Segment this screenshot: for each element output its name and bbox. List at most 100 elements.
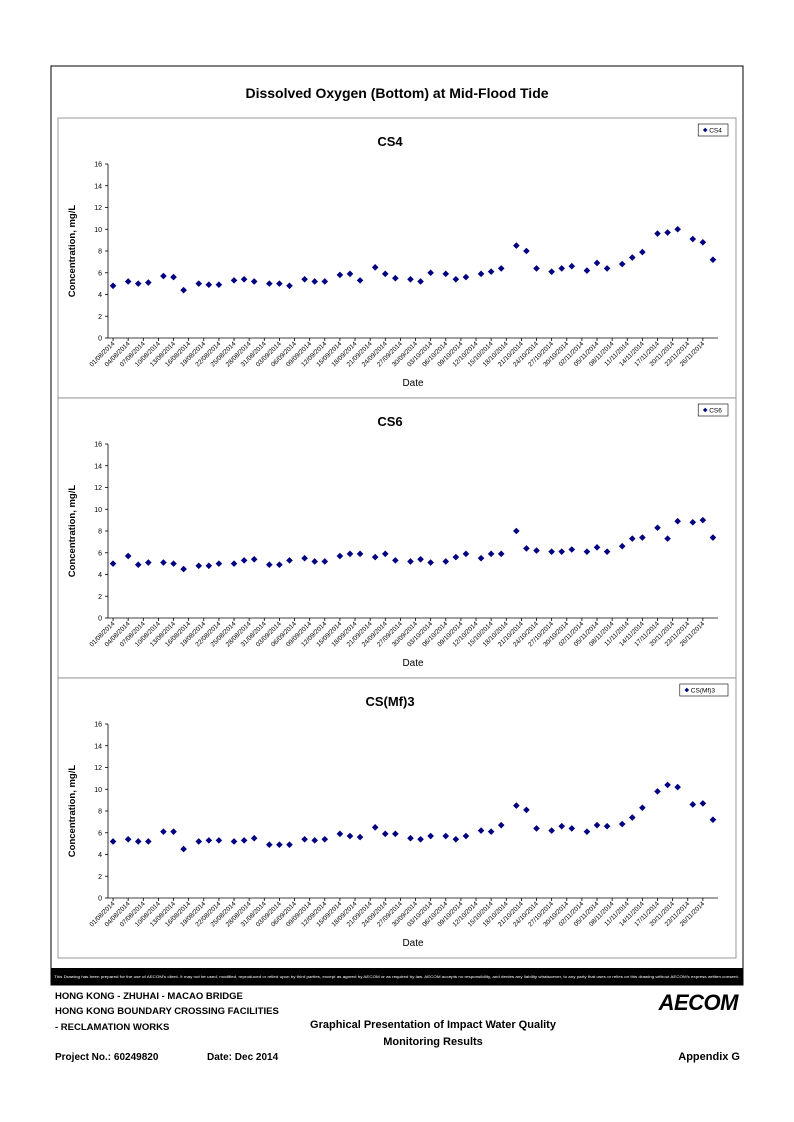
legend-box [697, 123, 729, 137]
data-point [392, 830, 399, 838]
data-point [674, 517, 681, 525]
chart: CS4024681012141601/08/201404/08/201407/0… [57, 117, 737, 399]
data-point [639, 804, 646, 812]
y-tick-label: 10 [94, 787, 102, 794]
chart-panel [57, 117, 737, 399]
data-point [477, 827, 485, 834]
y-tick-label: 10 [94, 507, 102, 514]
appendix: Appendix G [678, 1051, 740, 1063]
data-point [170, 273, 177, 281]
data-point [664, 535, 671, 542]
x-axis-label: Date [402, 378, 424, 389]
data-point [689, 519, 697, 526]
data-point [548, 268, 555, 275]
legend-box [697, 403, 729, 417]
data-point [487, 268, 495, 275]
data-point [593, 821, 601, 829]
y-tick-label: 14 [94, 463, 102, 470]
data-point [462, 832, 470, 840]
data-point [180, 845, 187, 853]
data-point [452, 835, 460, 843]
heading-line: Graphical Presentation of Impact Water Q… [310, 1019, 557, 1031]
data-point [215, 560, 223, 567]
data-point [170, 828, 177, 835]
y-tick-label: 10 [94, 227, 102, 234]
data-point [618, 260, 626, 268]
data-point [618, 542, 626, 550]
data-point [442, 558, 450, 565]
data-point [593, 259, 601, 267]
y-axis-label: Concentration, mg/L [67, 205, 78, 298]
y-tick-label: 6 [98, 830, 102, 837]
data-point [124, 278, 132, 285]
data-point [160, 559, 167, 566]
data-point [709, 256, 717, 263]
data-point [568, 825, 576, 832]
data-point [266, 561, 273, 569]
data-point [603, 822, 611, 830]
data-point [286, 557, 293, 564]
y-axis-label: Concentration, mg/L [67, 485, 78, 578]
heading-line: Monitoring Results [383, 1036, 483, 1048]
data-point [205, 281, 213, 289]
data-point [462, 550, 470, 558]
y-tick-label: 14 [94, 743, 102, 750]
data-point [477, 554, 485, 562]
data-point [356, 833, 364, 841]
data-point [240, 837, 248, 844]
data-point [628, 814, 636, 821]
data-point [513, 527, 520, 535]
data-point [407, 834, 414, 842]
data-point [124, 835, 132, 843]
legend-label: CS(Mf)3 [691, 688, 716, 695]
date: Date: Dec 2014 [207, 1052, 279, 1063]
data-point [583, 548, 591, 555]
data-point [709, 816, 717, 823]
chart-title: CS4 [377, 134, 403, 149]
data-point [286, 841, 293, 849]
chart-title: CS6 [377, 414, 402, 429]
data-point [371, 824, 379, 831]
data-point [558, 822, 566, 830]
data-point [356, 277, 364, 284]
data-point [160, 828, 167, 835]
data-point [346, 270, 354, 278]
project-line: HONG KONG BOUNDARY CROSSING FACILITIES [55, 1006, 279, 1017]
y-tick-label: 0 [98, 896, 102, 903]
data-point [356, 550, 364, 558]
chart-title: CS(Mf)3 [365, 694, 414, 709]
data-point [311, 837, 318, 844]
data-point [240, 275, 248, 283]
data-point [205, 562, 213, 570]
data-point [276, 280, 283, 287]
data-point [442, 832, 450, 840]
y-tick-label: 8 [98, 529, 102, 536]
y-tick-label: 2 [98, 594, 102, 601]
data-point [533, 825, 540, 832]
data-point [321, 558, 329, 565]
data-point [699, 239, 707, 246]
data-point [240, 557, 248, 564]
data-point [336, 552, 344, 560]
disclaimer: This Drawing has been prepared for the u… [54, 975, 739, 979]
data-point [145, 838, 152, 845]
data-point [523, 806, 530, 814]
data-point [195, 562, 203, 570]
data-point [452, 553, 460, 561]
data-point [513, 802, 520, 809]
data-point [145, 279, 152, 286]
data-point [558, 265, 566, 272]
legend-marker [684, 687, 690, 693]
data-point [417, 555, 424, 563]
data-point [417, 835, 424, 843]
data-point [674, 783, 681, 791]
data-point [533, 265, 540, 272]
data-point [477, 270, 485, 278]
legend-marker [702, 407, 708, 413]
data-point [442, 270, 450, 278]
data-point [311, 278, 318, 285]
data-point [381, 830, 389, 838]
chart: CS6024681012141601/08/201404/08/201407/0… [57, 397, 737, 679]
project-number: Project No.: 60249820 [55, 1052, 159, 1063]
data-point [427, 832, 434, 840]
